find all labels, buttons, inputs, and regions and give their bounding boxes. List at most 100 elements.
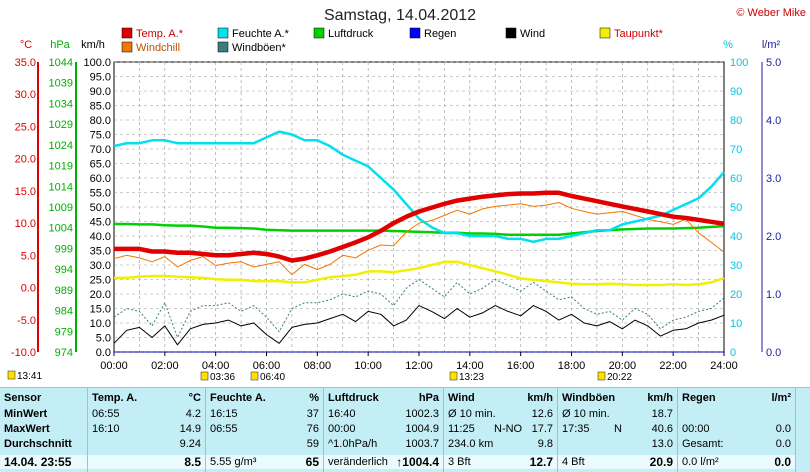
- tick-label-celsius: 20.0: [15, 154, 36, 166]
- tick-label-: 20: [730, 289, 742, 301]
- legend-swatch-feuchte-a: [217, 27, 229, 39]
- humidity-max-value: 76: [306, 423, 319, 435]
- marker-time-label: 13:23: [459, 372, 484, 383]
- stats-header-pressure: Luftdruck: [328, 392, 379, 404]
- time-markers: 13:41 03:36 06:40 13:23 20:22: [7, 370, 632, 383]
- legend-swatch-windchill: [121, 41, 133, 53]
- legend-label-luftdruck: Luftdruck: [328, 28, 374, 40]
- tick-label-hpa: 1014: [49, 181, 73, 193]
- x-tick-label: 14:00: [456, 360, 484, 372]
- legend-label-feuchte-a: Feuchte A.*: [232, 28, 290, 40]
- stats-col-temp: Temp. A. °C 06:55 4.2 16:10 14.9 9.24 8.5: [88, 388, 206, 472]
- wind-avg10-value: 12.6: [531, 408, 553, 420]
- temp-avg-value: 9.24: [179, 438, 201, 450]
- tick-label-rain: 1.0: [766, 289, 781, 301]
- chart-title: Samstag, 14.04.2012: [324, 7, 476, 24]
- series-line-feuchte-a: [113, 130, 725, 244]
- tick-label-hpa: 1044: [49, 57, 73, 69]
- tick-label-rain: 2.0: [766, 231, 781, 243]
- stats-col-sensor: Sensor MinWert MaxWert Durchschnitt 14.0…: [0, 388, 88, 472]
- pressure-current-value: ↑1004.4: [396, 455, 439, 469]
- tick-label-hpa: 1034: [49, 98, 73, 110]
- wind-avg-value: 9.8: [537, 438, 553, 450]
- pressure-min-time: 16:40: [328, 408, 356, 420]
- stats-unit-pressure: hPa: [418, 392, 439, 404]
- tick-label-km-h: 60.0: [90, 173, 111, 185]
- stats-unit-temp: °C: [188, 392, 201, 404]
- label-durchschnitt: Durchschnitt: [4, 438, 72, 450]
- tick-label-celsius: -10.0: [11, 347, 36, 359]
- tick-label-km-h: 15.0: [90, 304, 111, 316]
- tick-label-hpa: 1029: [49, 119, 73, 131]
- gust-avg10-value: 18.7: [651, 408, 673, 420]
- tick-label-rain: 0.0: [766, 347, 781, 359]
- legend-label-windb-en: Windböen*: [232, 42, 287, 54]
- marker-icon: [597, 371, 606, 381]
- tick-label-: 80: [730, 115, 742, 127]
- tick-label-rain: 3.0: [766, 173, 781, 185]
- statistics-panel: Sensor MinWert MaxWert Durchschnitt 14.0…: [0, 387, 810, 472]
- tick-label-: 90: [730, 86, 742, 98]
- plot-area: [113, 61, 725, 353]
- x-tick-label: 06:00: [253, 360, 281, 372]
- tick-label-km-h: 100.0: [83, 57, 111, 69]
- marker-icon: [200, 371, 209, 381]
- series-line-wind: [113, 305, 725, 346]
- tick-label-celsius: 10.0: [15, 218, 36, 230]
- wind-max-value: 17.7: [531, 423, 553, 435]
- x-tick-label: 04:00: [202, 360, 230, 372]
- pressure-min-value: 1002.3: [405, 408, 439, 420]
- tick-label-km-h: 90.0: [90, 86, 111, 98]
- rain-max-value: 0.0: [775, 423, 791, 435]
- tick-label-km-h: 40.0: [90, 231, 111, 243]
- marker-time-label: 20:22: [607, 372, 632, 383]
- series-line-windchill: [113, 202, 725, 276]
- tick-label-km-h: 45.0: [90, 217, 111, 229]
- tick-label-hpa: 1009: [49, 202, 73, 214]
- tick-label-celsius: 5.0: [21, 250, 36, 262]
- chart-axes: °C 35.0 30.0 25.0 20.0 15.0 10.0 5.0 0.0 -5.0 -10.…: [11, 39, 781, 372]
- legend-swatch-regen: [409, 27, 421, 39]
- tick-label-hpa: 974: [55, 347, 73, 359]
- stats-header-rain: Regen: [682, 392, 716, 404]
- marker-icon: [7, 370, 16, 380]
- humidity-min-value: 37: [306, 408, 319, 420]
- tick-label-celsius: 25.0: [15, 121, 36, 133]
- tick-label-celsius: 15.0: [15, 186, 36, 198]
- rain-rate: 0.0 l/m²: [682, 456, 719, 468]
- series-line-luftdruck: [114, 222, 725, 237]
- label-maxwert: MaxWert: [4, 423, 50, 435]
- tick-label-hpa: 1019: [49, 161, 73, 173]
- tick-label-km-h: 25.0: [90, 275, 111, 287]
- axis-unit-hpa: hPa: [50, 39, 70, 51]
- tick-label-: 30: [730, 260, 742, 272]
- gust-current-value: 20.9: [649, 455, 673, 469]
- tick-label-hpa: 1004: [49, 223, 73, 235]
- tick-label-hpa: 984: [55, 306, 73, 318]
- tick-label-km-h: 50.0: [90, 202, 111, 214]
- pressure-avg-value: 1003.7: [405, 438, 439, 450]
- tick-label-km-h: 80.0: [90, 115, 111, 127]
- legend-swatch-luftdruck: [313, 27, 325, 39]
- gust-avg-value: 13.0: [651, 438, 673, 450]
- temp-max-time: 16:10: [92, 423, 120, 435]
- legend-label-regen: Regen: [424, 28, 456, 40]
- tick-label-: 100: [730, 57, 748, 69]
- tick-label-celsius: 0.0: [21, 283, 36, 295]
- wind-max-direction: N-NO: [494, 423, 523, 435]
- tick-label-km-h: 10.0: [90, 318, 111, 330]
- chart-legend: Temp. A.* Feuchte A.* Luftdruck Regen Wind Ta…: [121, 27, 664, 54]
- tick-label-km-h: 5.0: [96, 333, 111, 345]
- temp-current-value: 8.5: [184, 455, 201, 469]
- tick-label-hpa: 989: [55, 285, 73, 297]
- wind-beaufort: 3 Bft: [448, 456, 471, 468]
- temp-min-value: 4.2: [185, 408, 201, 420]
- x-tick-label: 18:00: [558, 360, 586, 372]
- gust-avg10-label: Ø 10 min.: [562, 408, 610, 420]
- tick-label-celsius: 35.0: [15, 57, 36, 69]
- tick-label-celsius: -5.0: [17, 315, 36, 327]
- tick-label-km-h: 65.0: [90, 159, 111, 171]
- stats-unit-wind: km/h: [527, 392, 553, 404]
- tick-label-rain: 4.0: [766, 115, 781, 127]
- legend-swatch-temp-a: [121, 27, 133, 39]
